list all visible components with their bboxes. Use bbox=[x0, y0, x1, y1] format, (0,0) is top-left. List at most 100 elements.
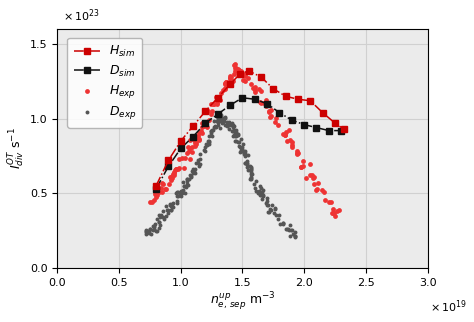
$H_{sim}$ bbox=[165, 158, 171, 162]
$H_{exp}$ bbox=[148, 199, 156, 204]
$D_{exp}$ bbox=[283, 226, 291, 231]
$D_{exp}$ bbox=[167, 208, 175, 213]
$D_{exp}$ bbox=[204, 139, 211, 144]
$D_{sim}$ bbox=[178, 147, 183, 150]
$D_{exp}$ bbox=[259, 193, 267, 198]
$D_{exp}$ bbox=[154, 228, 161, 233]
$D_{exp}$ bbox=[207, 131, 215, 136]
$H_{exp}$ bbox=[180, 165, 188, 170]
$D_{exp}$ bbox=[215, 118, 223, 123]
$H_{sim}$ bbox=[153, 184, 159, 188]
$D_{sim}$ bbox=[165, 165, 171, 168]
$D_{exp}$ bbox=[219, 118, 227, 123]
$H_{exp}$ bbox=[252, 84, 259, 90]
$H_{exp}$ bbox=[257, 88, 265, 93]
$D_{exp}$ bbox=[288, 228, 295, 233]
$D_{exp}$ bbox=[221, 122, 229, 127]
$H_{exp}$ bbox=[330, 211, 337, 216]
$D_{exp}$ bbox=[229, 133, 237, 138]
$H_{sim}$ bbox=[295, 97, 301, 101]
$D_{exp}$ bbox=[280, 221, 287, 226]
$D_{exp}$ bbox=[232, 130, 239, 135]
$D_{exp}$ bbox=[152, 228, 159, 233]
$H_{exp}$ bbox=[309, 172, 316, 177]
$D_{exp}$ bbox=[243, 165, 250, 170]
$D_{exp}$ bbox=[205, 141, 213, 147]
$D_{exp}$ bbox=[262, 201, 269, 206]
$H_{exp}$ bbox=[298, 164, 305, 169]
$H_{exp}$ bbox=[251, 89, 259, 94]
$D_{exp}$ bbox=[160, 216, 167, 221]
$H_{exp}$ bbox=[175, 166, 183, 171]
$D_{exp}$ bbox=[230, 123, 237, 128]
$D_{exp}$ bbox=[174, 189, 182, 194]
$H_{exp}$ bbox=[336, 208, 343, 213]
$D_{exp}$ bbox=[247, 171, 255, 176]
Line: $D_{sim}$: $D_{sim}$ bbox=[153, 95, 344, 192]
$D_{exp}$ bbox=[244, 167, 252, 172]
$D_{exp}$ bbox=[247, 177, 255, 182]
$D_{exp}$ bbox=[229, 129, 237, 134]
$D_{exp}$ bbox=[177, 192, 184, 197]
$D_{exp}$ bbox=[219, 118, 226, 123]
$D_{sim}$ bbox=[153, 187, 159, 191]
$H_{exp}$ bbox=[185, 148, 193, 153]
$D_{exp}$ bbox=[291, 230, 299, 235]
$D_{exp}$ bbox=[155, 226, 163, 231]
$H_{exp}$ bbox=[187, 138, 194, 143]
$D_{exp}$ bbox=[173, 189, 180, 194]
$H_{sim}$ bbox=[190, 124, 196, 128]
$D_{exp}$ bbox=[247, 168, 255, 173]
$D_{exp}$ bbox=[142, 227, 150, 232]
$D_{exp}$ bbox=[150, 224, 157, 229]
$D_{exp}$ bbox=[256, 192, 264, 197]
$D_{exp}$ bbox=[149, 228, 156, 233]
$D_{exp}$ bbox=[238, 147, 246, 152]
$D_{exp}$ bbox=[287, 233, 294, 239]
$H_{exp}$ bbox=[214, 94, 221, 99]
$D_{exp}$ bbox=[143, 228, 150, 233]
$D_{exp}$ bbox=[180, 183, 187, 188]
$H_{exp}$ bbox=[283, 138, 291, 144]
$D_{exp}$ bbox=[176, 191, 184, 196]
$D_{exp}$ bbox=[245, 153, 252, 158]
$D_{sim}$ bbox=[289, 118, 295, 122]
$H_{exp}$ bbox=[267, 113, 274, 118]
$D_{exp}$ bbox=[214, 119, 222, 125]
$D_{exp}$ bbox=[166, 203, 174, 208]
$H_{sim}$ bbox=[258, 75, 264, 79]
$H_{exp}$ bbox=[249, 86, 257, 91]
$H_{exp}$ bbox=[146, 200, 154, 205]
$D_{exp}$ bbox=[230, 128, 238, 133]
$H_{sim}$ bbox=[237, 72, 243, 76]
$H_{exp}$ bbox=[226, 76, 234, 81]
$H_{sim}$ bbox=[332, 121, 338, 125]
$D_{exp}$ bbox=[200, 147, 208, 153]
$H_{exp}$ bbox=[257, 100, 265, 105]
$D_{exp}$ bbox=[232, 129, 239, 135]
$D_{exp}$ bbox=[247, 166, 255, 171]
$D_{exp}$ bbox=[146, 231, 153, 236]
$D_{sim}$ bbox=[227, 103, 233, 107]
$D_{exp}$ bbox=[169, 202, 176, 207]
$D_{exp}$ bbox=[285, 228, 293, 233]
$H_{exp}$ bbox=[192, 141, 200, 146]
$H_{exp}$ bbox=[174, 167, 182, 172]
$H_{exp}$ bbox=[155, 189, 163, 194]
$H_{exp}$ bbox=[157, 185, 164, 191]
$D_{exp}$ bbox=[216, 114, 224, 119]
$D_{exp}$ bbox=[224, 122, 231, 127]
$H_{exp}$ bbox=[285, 128, 292, 133]
$H_{exp}$ bbox=[263, 103, 270, 108]
$D_{exp}$ bbox=[271, 206, 279, 212]
$H_{exp}$ bbox=[302, 176, 310, 181]
$D_{exp}$ bbox=[190, 166, 197, 172]
$H_{exp}$ bbox=[313, 187, 320, 192]
$D_{exp}$ bbox=[206, 140, 213, 145]
$D_{exp}$ bbox=[201, 145, 209, 150]
$H_{exp}$ bbox=[159, 190, 166, 195]
$D_{sim}$ bbox=[202, 121, 208, 125]
$D_{exp}$ bbox=[255, 191, 262, 196]
$D_{exp}$ bbox=[170, 201, 177, 206]
$D_{exp}$ bbox=[173, 190, 180, 195]
